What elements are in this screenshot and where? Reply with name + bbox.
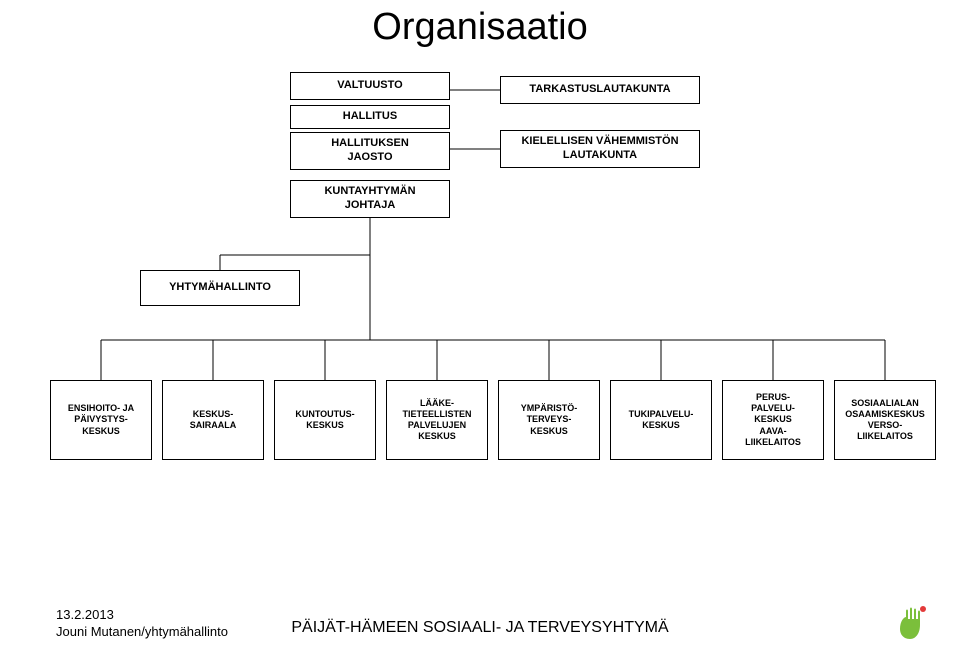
- box-laaketieteellisten: LÄÄKE- TIETEELLISTEN PALVELUJEN KESKUS: [386, 380, 488, 460]
- box-kuntayhtyman-johtaja: KUNTAYHTYMÄN JOHTAJA: [290, 180, 450, 218]
- box-sosiaalialan-verso: SOSIAALIALAN OSAAMISKESKUS VERSO- LIIKEL…: [834, 380, 936, 460]
- box-kuntoutuskeskus: KUNTOUTUS- KESKUS: [274, 380, 376, 460]
- box-hallitus: HALLITUS: [290, 105, 450, 129]
- box-tarkastuslautakunta: TARKASTUSLAUTAKUNTA: [500, 76, 700, 104]
- box-keskussairaala: KESKUS- SAIRAALA: [162, 380, 264, 460]
- page-title: Organisaatio: [0, 6, 960, 49]
- box-kielellisen-vahemmiston: KIELELLISEN VÄHEMMISTÖN LAUTAKUNTA: [500, 130, 700, 168]
- box-tukipalvelu: TUKIPALVELU- KESKUS: [610, 380, 712, 460]
- box-valtuusto: VALTUUSTO: [290, 72, 450, 100]
- box-hallituksen-jaosto: HALLITUKSEN JAOSTO: [290, 132, 450, 170]
- box-peruspalvelu-aava: PERUS- PALVELU- KESKUS AAVA- LIIKELAITOS: [722, 380, 824, 460]
- box-ensihoito: ENSIHOITO- JA PÄIVYSTYS- KESKUS: [50, 380, 152, 460]
- footer-org: PÄIJÄT-HÄMEEN SOSIAALI- JA TERVEYSYHTYMÄ: [0, 619, 960, 637]
- box-yhtymahallinto: YHTYMÄHALLINTO: [140, 270, 300, 306]
- logo-hand-icon: [890, 601, 934, 645]
- connector-lines: [0, 0, 960, 661]
- box-ymparistoterveys: YMPÄRISTÖ- TERVEYS- KESKUS: [498, 380, 600, 460]
